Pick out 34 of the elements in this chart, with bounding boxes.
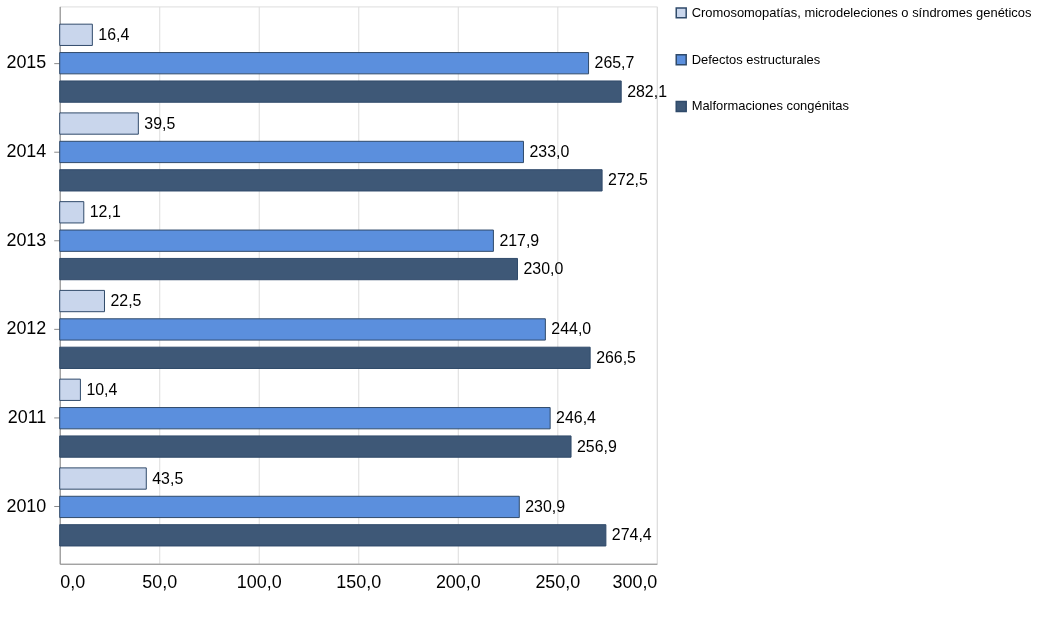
data-label: 272,5	[608, 171, 649, 189]
data-label: 39,5	[144, 114, 176, 132]
y-tick-label: 2013	[6, 229, 47, 250]
data-label: 230,9	[525, 497, 566, 515]
y-tick-label: 2011	[7, 407, 47, 428]
x-tick-label: 50,0	[142, 572, 178, 593]
data-label: 282,1	[627, 82, 668, 100]
x-tick-label: 300,0	[612, 572, 658, 593]
legend-label: Defectos estructurales	[691, 51, 821, 67]
data-label: 233,0	[529, 142, 570, 160]
y-tick-label: 2015	[6, 52, 47, 73]
data-label: 246,4	[556, 409, 597, 427]
data-label: 244,0	[551, 320, 592, 338]
data-label: 10,4	[86, 380, 118, 398]
data-label: 266,5	[596, 348, 637, 366]
y-tick-label: 2014	[6, 140, 47, 161]
legend-label: Malformaciones congénitas	[691, 98, 849, 114]
x-tick-label: 250,0	[535, 572, 581, 593]
data-label: 16,4	[98, 25, 130, 43]
data-label: 22,5	[110, 292, 142, 310]
x-tick-label: 200,0	[435, 572, 481, 593]
x-tick-label: 150,0	[336, 572, 382, 593]
data-label: 43,5	[152, 469, 184, 487]
x-tick-label: 0,0	[60, 572, 86, 593]
data-label: 217,9	[499, 231, 540, 249]
data-label: 274,4	[611, 526, 652, 544]
data-label: 230,0	[523, 260, 564, 278]
data-label: 256,9	[577, 437, 617, 455]
y-tick-label: 2010	[6, 495, 47, 516]
x-tick-label: 100,0	[236, 572, 282, 593]
data-label: 12,1	[89, 203, 121, 221]
legend-label: Cromosomopatías, microdeleciones o síndromes genéticos	[691, 4, 1032, 20]
y-tick-label: 2012	[6, 318, 47, 339]
data-label: 265,7	[594, 54, 635, 72]
